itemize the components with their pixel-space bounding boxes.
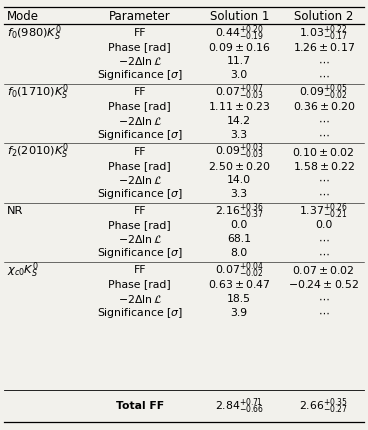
Text: $1.37^{+0.26}_{-0.21}$: $1.37^{+0.26}_{-0.21}$ (300, 201, 348, 221)
Text: $\cdots$: $\cdots$ (318, 234, 330, 244)
Text: $0.09^{+0.05}_{-0.02}$: $0.09^{+0.05}_{-0.02}$ (299, 83, 348, 102)
Text: Solution 2: Solution 2 (294, 10, 354, 23)
Text: 68.1: 68.1 (227, 234, 251, 244)
Text: $f_0(1710)K_S^0$: $f_0(1710)K_S^0$ (7, 83, 69, 102)
Text: 3.9: 3.9 (231, 308, 248, 318)
Text: $1.26 \pm 0.17$: $1.26 \pm 0.17$ (293, 41, 355, 53)
Text: $1.03^{+0.22}_{-0.17}$: $1.03^{+0.22}_{-0.17}$ (299, 23, 348, 43)
Text: $f_2(2010)K_S^0$: $f_2(2010)K_S^0$ (7, 142, 69, 161)
Text: Phase [rad]: Phase [rad] (109, 42, 171, 52)
Text: FF: FF (134, 265, 146, 275)
Text: $0.44^{+0.20}_{-0.19}$: $0.44^{+0.20}_{-0.19}$ (215, 23, 264, 43)
Text: $0.07 \pm 0.02$: $0.07 \pm 0.02$ (293, 264, 355, 276)
Text: $\cdots$: $\cdots$ (318, 189, 330, 199)
Text: $0.07^{+0.07}_{-0.03}$: $0.07^{+0.07}_{-0.03}$ (215, 83, 264, 102)
Text: 3.3: 3.3 (231, 130, 248, 140)
Text: 0.0: 0.0 (315, 220, 333, 230)
Text: Significance [$\sigma$]: Significance [$\sigma$] (97, 246, 183, 261)
Text: $0.09^{+0.03}_{-0.03}$: $0.09^{+0.03}_{-0.03}$ (215, 142, 264, 161)
Text: 3.0: 3.0 (231, 71, 248, 80)
Text: $f_0(980)K_S^0$: $f_0(980)K_S^0$ (7, 23, 62, 43)
Text: 14.0: 14.0 (227, 175, 251, 185)
Text: $-0.24 \pm 0.52$: $-0.24 \pm 0.52$ (288, 279, 360, 290)
Text: $2.16^{+0.36}_{-0.37}$: $2.16^{+0.36}_{-0.37}$ (215, 201, 264, 221)
Text: $\cdots$: $\cdots$ (318, 130, 330, 140)
Text: FF: FF (134, 28, 146, 38)
Text: 18.5: 18.5 (227, 294, 251, 304)
Text: $1.11 \pm 0.23$: $1.11 \pm 0.23$ (208, 101, 270, 112)
Text: $-2\Delta \ln\mathcal{L}$: $-2\Delta \ln\mathcal{L}$ (118, 293, 162, 304)
Text: $\cdots$: $\cdots$ (318, 308, 330, 318)
Text: Phase [rad]: Phase [rad] (109, 101, 171, 111)
Text: $\cdots$: $\cdots$ (318, 294, 330, 304)
Text: $\cdots$: $\cdots$ (318, 116, 330, 126)
Text: $2.84^{+0.71}_{-0.66}$: $2.84^{+0.71}_{-0.66}$ (215, 396, 263, 416)
Text: Phase [rad]: Phase [rad] (109, 220, 171, 230)
Text: $2.50 \pm 0.20$: $2.50 \pm 0.20$ (208, 160, 270, 172)
Text: Significance [$\sigma$]: Significance [$\sigma$] (97, 306, 183, 320)
Text: Significance [$\sigma$]: Significance [$\sigma$] (97, 187, 183, 201)
Text: $\cdots$: $\cdots$ (318, 175, 330, 185)
Text: $0.10 \pm 0.02$: $0.10 \pm 0.02$ (293, 146, 355, 157)
Text: FF: FF (134, 206, 146, 216)
Text: 0.0: 0.0 (230, 220, 248, 230)
Text: $0.36 \pm 0.20$: $0.36 \pm 0.20$ (293, 101, 355, 112)
Text: Significance [$\sigma$]: Significance [$\sigma$] (97, 68, 183, 83)
Text: $2.66^{+0.35}_{-0.27}$: $2.66^{+0.35}_{-0.27}$ (299, 396, 348, 416)
Text: 3.3: 3.3 (231, 189, 248, 199)
Text: Parameter: Parameter (109, 10, 171, 23)
Text: $-2\Delta \ln\mathcal{L}$: $-2\Delta \ln\mathcal{L}$ (118, 55, 162, 67)
Text: Phase [rad]: Phase [rad] (109, 161, 171, 171)
Text: $-2\Delta \ln\mathcal{L}$: $-2\Delta \ln\mathcal{L}$ (118, 233, 162, 245)
Text: $\chi_{c0}K_S^0$: $\chi_{c0}K_S^0$ (7, 261, 39, 280)
Text: Total FF: Total FF (116, 401, 164, 412)
Text: Mode: Mode (7, 10, 39, 23)
Text: $0.09 \pm 0.16$: $0.09 \pm 0.16$ (208, 41, 271, 53)
Text: $1.58 \pm 0.22$: $1.58 \pm 0.22$ (293, 160, 355, 172)
Text: Significance [$\sigma$]: Significance [$\sigma$] (97, 128, 183, 142)
Text: FF: FF (134, 87, 146, 97)
Text: $0.63 \pm 0.47$: $0.63 \pm 0.47$ (208, 279, 270, 290)
Text: $\cdots$: $\cdots$ (318, 56, 330, 66)
Text: 14.2: 14.2 (227, 116, 251, 126)
Text: 8.0: 8.0 (231, 249, 248, 258)
Text: Phase [rad]: Phase [rad] (109, 280, 171, 289)
Text: 11.7: 11.7 (227, 56, 251, 66)
Text: FF: FF (134, 147, 146, 157)
Text: $\cdots$: $\cdots$ (318, 249, 330, 258)
Text: $\cdots$: $\cdots$ (318, 71, 330, 80)
Text: NR: NR (7, 206, 24, 216)
Text: $-2\Delta \ln\mathcal{L}$: $-2\Delta \ln\mathcal{L}$ (118, 115, 162, 126)
Text: $0.07^{+0.04}_{-0.02}$: $0.07^{+0.04}_{-0.02}$ (215, 261, 264, 280)
Text: $-2\Delta \ln\mathcal{L}$: $-2\Delta \ln\mathcal{L}$ (118, 174, 162, 186)
Text: Solution 1: Solution 1 (209, 10, 269, 23)
